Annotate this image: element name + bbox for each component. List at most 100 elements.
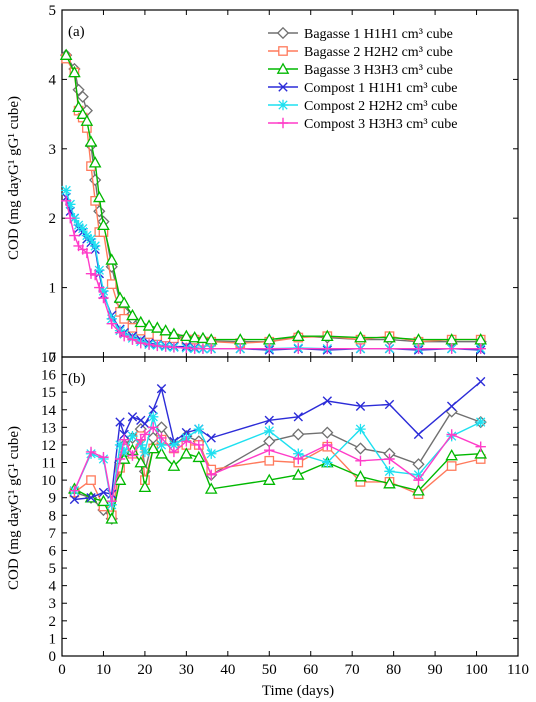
triangle-marker (76, 107, 90, 119)
triangle-marker (68, 65, 81, 78)
x-marker (293, 412, 303, 422)
triangle-marker (188, 331, 201, 343)
x-tick-label: 0 (58, 662, 66, 678)
triangle-marker (84, 135, 98, 147)
triangle-marker (196, 331, 210, 344)
asterisk-marker (77, 223, 88, 234)
plus-marker (168, 446, 180, 458)
series-line (65, 54, 481, 341)
x-marker (69, 494, 80, 505)
square-marker (86, 475, 96, 485)
plus-marker (69, 230, 80, 241)
plus-marker (384, 343, 395, 354)
plus-marker (384, 453, 395, 465)
x-marker (206, 433, 216, 443)
asterisk-marker (89, 240, 101, 252)
asterisk-marker (148, 411, 159, 422)
asterisk-marker (127, 430, 138, 442)
x-marker (86, 493, 96, 503)
y-tick-label: 2 (49, 211, 57, 227)
plus-marker (235, 343, 246, 354)
x-marker (413, 429, 424, 440)
asterisk-marker (118, 446, 130, 458)
x-marker (475, 376, 486, 387)
plus-marker (277, 117, 289, 129)
square-marker (106, 279, 117, 289)
triangle-marker (72, 100, 85, 113)
series-b-0 (68, 405, 487, 525)
triangle-marker (97, 494, 110, 507)
y-tick-label: 0 (49, 649, 57, 665)
y-tick-label: 5 (49, 561, 57, 577)
triangle-marker (383, 477, 396, 489)
x-axis-label: Time (days) (262, 683, 334, 699)
diamond-marker (412, 458, 425, 471)
plus-marker (322, 439, 333, 451)
series-line (74, 447, 481, 521)
triangle-marker (151, 321, 164, 333)
legend-label: Compost 3 H3H3 cm³ cube (304, 117, 458, 132)
data-series (59, 48, 487, 525)
plus-marker (355, 343, 366, 354)
x-marker (119, 429, 129, 440)
plus-marker (168, 342, 180, 353)
plus-marker (475, 441, 486, 452)
plus-marker (475, 343, 486, 354)
x-tick-label: 60 (303, 662, 318, 678)
plus-marker (85, 446, 97, 458)
x-tick-label: 110 (507, 662, 529, 678)
plot-frame (61, 9, 519, 657)
triangle-marker (474, 447, 487, 459)
triangle-marker (126, 308, 139, 321)
x-marker (264, 415, 274, 426)
x-marker (384, 399, 395, 410)
triangle-marker (321, 329, 334, 342)
y-tick-label: 3 (49, 596, 57, 612)
plus-marker (118, 434, 130, 445)
diamond-marker (292, 428, 305, 441)
triangle-marker (105, 512, 119, 524)
plus-marker (94, 282, 105, 293)
diamond-marker (155, 421, 168, 434)
plus-marker (206, 469, 217, 481)
legend-label: Compost 2 H2H2 cm³ cube (304, 99, 458, 114)
asterisk-marker (193, 423, 204, 435)
plus-marker (89, 269, 101, 281)
triangle-marker (113, 473, 127, 485)
plus-marker (322, 343, 333, 354)
y-tick-label: 4 (49, 72, 57, 88)
diamond-marker (89, 173, 102, 187)
panel-a-label: (a) (68, 24, 85, 40)
series-a-5 (60, 195, 486, 354)
y-axis-label-b: COD (mg dayG¹ gG¹ cube) (6, 426, 22, 590)
triangle-marker (192, 450, 206, 463)
legend-label: Compost 1 H1H1 cm³ cube (304, 81, 458, 96)
legend-label: Bagasse 1 H1H1 cm³ cube (304, 27, 453, 42)
triangle-marker (291, 468, 305, 480)
x-marker (278, 82, 288, 92)
x-tick-label: 10 (96, 662, 111, 678)
y-tick-label: 2 (49, 614, 57, 630)
y-tick-label: 1 (49, 281, 57, 297)
plus-marker (355, 455, 366, 466)
plus-marker (98, 292, 109, 304)
y-tick-label: 17 (41, 350, 57, 366)
x-marker (98, 487, 109, 498)
y-tick-label: 12 (41, 438, 56, 454)
triangle-marker (138, 480, 152, 493)
series-a-3 (61, 192, 486, 355)
triangle-marker (204, 482, 218, 494)
plus-marker (106, 318, 117, 329)
triangle-marker (445, 448, 458, 461)
diamond-marker (321, 426, 334, 439)
square-marker (127, 323, 138, 333)
plus-marker (98, 452, 109, 463)
asterisk-marker (156, 439, 167, 451)
x-tick-label: 40 (220, 662, 235, 678)
plus-marker (193, 439, 204, 451)
plot-frame-b (61, 356, 519, 657)
plus-marker (65, 213, 76, 224)
diamond-marker (445, 405, 458, 418)
asterisk-marker (65, 199, 76, 210)
